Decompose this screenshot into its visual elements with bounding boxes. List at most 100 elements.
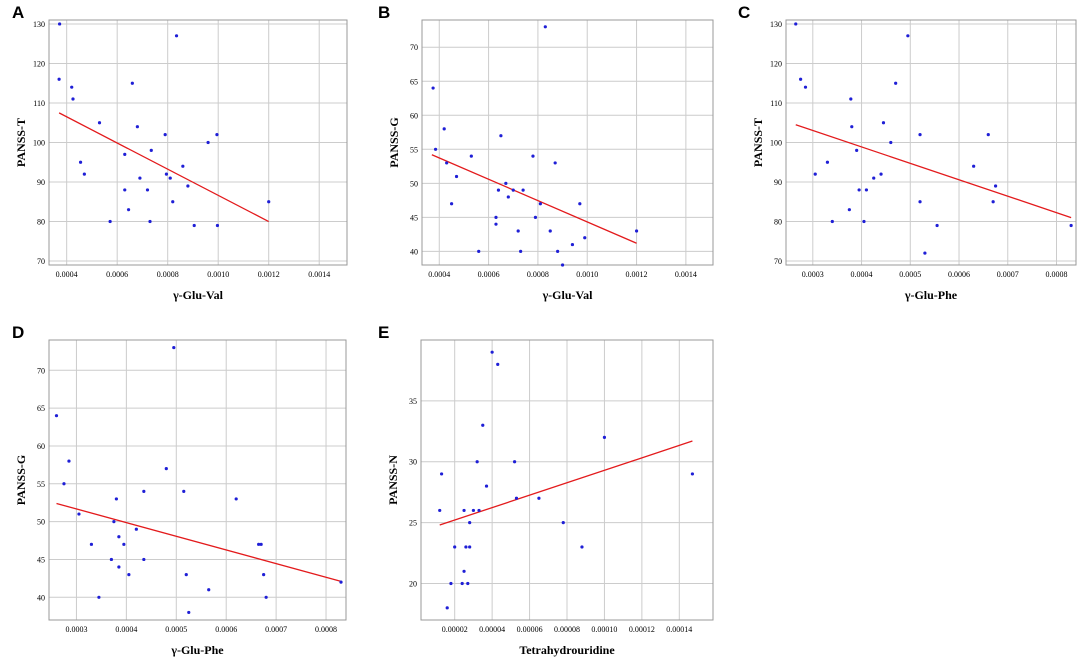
data-point	[494, 215, 498, 219]
data-point	[126, 208, 131, 212]
data-point	[855, 148, 859, 153]
y-tick-label: 45	[410, 213, 418, 222]
data-point	[935, 223, 939, 228]
data-point	[521, 188, 525, 192]
data-point	[442, 127, 446, 131]
y-tick-label: 60	[37, 442, 45, 451]
plot-frame	[48, 339, 347, 621]
data-point	[148, 219, 152, 224]
data-point	[97, 121, 102, 125]
data-point	[206, 140, 210, 145]
x-axis-label: γ-Glu-Val	[172, 288, 224, 302]
data-point	[991, 200, 995, 204]
regression-line	[58, 112, 270, 223]
data-point	[57, 77, 61, 81]
data-point	[499, 134, 503, 138]
data-point	[108, 219, 112, 224]
data-point	[468, 521, 472, 525]
data-point	[496, 188, 501, 192]
data-point	[548, 229, 552, 233]
regression-line	[431, 154, 637, 244]
data-point	[187, 610, 191, 615]
y-axis-label: PANSS-N	[386, 455, 400, 505]
x-tick-label: 0.0008	[315, 625, 337, 634]
data-point	[825, 160, 830, 164]
data-point	[537, 496, 541, 500]
data-point	[494, 222, 498, 226]
x-tick-label: 0.0006	[215, 625, 237, 634]
data-point	[850, 125, 854, 129]
data-point	[477, 249, 481, 253]
y-tick-label: 100	[33, 139, 45, 148]
data-point	[215, 132, 219, 137]
x-axis-label: Tetrahydrouridine	[519, 643, 615, 657]
data-point	[993, 184, 998, 188]
data-point	[130, 81, 134, 85]
data-point	[138, 176, 142, 180]
data-point	[481, 423, 485, 427]
data-point	[794, 22, 798, 26]
y-tick-label: 110	[33, 99, 45, 108]
data-point	[511, 188, 515, 192]
y-axis-label: PANSS-G	[387, 117, 401, 167]
data-point	[149, 148, 153, 153]
data-point	[257, 542, 261, 546]
regression-line	[795, 124, 1072, 219]
y-tick-label: 90	[774, 178, 782, 187]
data-point	[468, 545, 472, 549]
data-point	[445, 161, 449, 165]
data-point	[70, 85, 74, 89]
panel-e: E 0.00002 0.00004 0.00006 0.00008 0.00010 0.00…	[378, 323, 714, 657]
x-tick-label: 0.00008	[554, 625, 580, 634]
data-point	[514, 496, 519, 500]
y-axis-label: PANSS-T	[751, 118, 765, 167]
x-tick-label: 0.0005	[899, 270, 921, 279]
y-tick-label: 55	[410, 145, 418, 154]
data-point	[453, 545, 457, 549]
data-point	[259, 542, 263, 546]
data-point	[462, 569, 466, 573]
x-tick-label: 0.00010	[591, 625, 617, 634]
panel-d: D 0.0003 0.0004 0.0005 0.0006 0.0007 0.0008 40 4…	[12, 323, 347, 657]
data-point	[847, 208, 851, 212]
data-point	[82, 172, 86, 176]
x-tick-label: 0.0010	[576, 270, 598, 279]
y-tick-label: 80	[37, 218, 45, 227]
data-point	[186, 184, 190, 188]
panel-letter: D	[12, 323, 24, 342]
data-point	[516, 229, 520, 233]
data-point	[172, 345, 176, 350]
data-point	[145, 188, 150, 192]
y-tick-label: 120	[770, 59, 782, 68]
x-tick-label: 0.0007	[265, 625, 287, 634]
panel-b: B 0.0004 0.0006 0.0008 0.0010 0.0012 0.0014 40 4…	[378, 3, 714, 302]
data-point	[881, 121, 886, 125]
panel-c: C 0.0003 0.0004 0.0005 0.0006 0.0007 0.0008 70 8…	[738, 3, 1077, 302]
data-point	[862, 219, 866, 224]
data-point	[1069, 223, 1073, 228]
y-tick-label: 70	[410, 43, 418, 52]
data-point	[469, 154, 473, 158]
data-point	[504, 181, 508, 185]
data-point	[142, 489, 146, 493]
data-point	[830, 219, 834, 224]
panel-letter: E	[378, 323, 389, 342]
data-point	[512, 460, 517, 464]
x-tick-label: 0.0012	[258, 270, 280, 279]
panel-letter: C	[738, 3, 750, 22]
x-tick-label: 0.0012	[626, 270, 648, 279]
data-point	[142, 557, 146, 562]
data-point	[460, 581, 464, 586]
data-point	[454, 174, 459, 179]
data-point	[578, 202, 582, 206]
y-tick-label: 50	[37, 518, 45, 527]
x-tick-label: 0.0008	[527, 270, 549, 279]
data-point	[207, 588, 211, 592]
data-point	[923, 251, 927, 255]
data-point	[123, 152, 127, 156]
data-point	[813, 172, 817, 176]
x-axis-label: γ-Glu-Val	[542, 288, 594, 302]
data-point	[445, 606, 449, 610]
data-point	[602, 435, 607, 439]
data-point	[127, 572, 131, 577]
